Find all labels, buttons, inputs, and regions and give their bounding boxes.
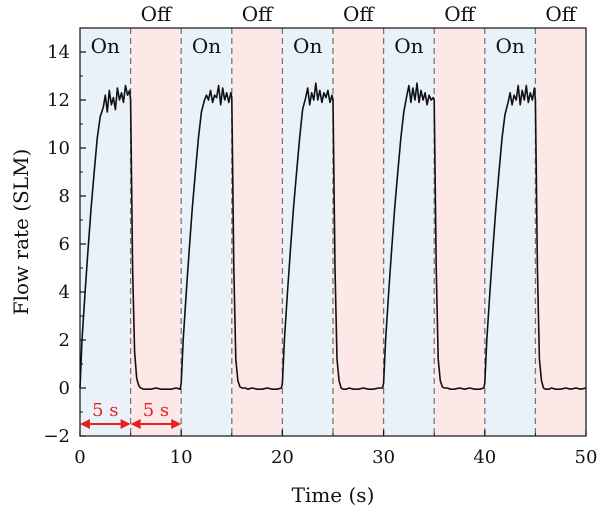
phase-label-0: On <box>91 34 120 58</box>
phase-band-8 <box>484 28 536 436</box>
x-tick-label-4: 40 <box>473 447 496 468</box>
x-axis-ticks: 0 10 20 30 40 50 <box>74 430 597 468</box>
y-tick-label-3: 4 <box>59 282 70 303</box>
phase-label-9: Off <box>545 2 577 26</box>
phase-label-7: Off <box>444 2 476 26</box>
phase-bands <box>80 28 586 436</box>
y-tick-label-6: 10 <box>47 138 70 159</box>
y-tick-label-2: 2 <box>59 330 70 351</box>
phase-band-2 <box>181 28 232 436</box>
x-tick-label-5: 50 <box>575 447 598 468</box>
phase-band-7 <box>434 28 485 436</box>
span-annotations: 5 s 5 s <box>80 400 182 429</box>
y-tick-label-0: −2 <box>43 426 70 447</box>
y-tick-label-7: 12 <box>47 90 70 111</box>
flow-rate-line <box>79 82 587 390</box>
phase-labels: On Off On Off On Off On Off On Off <box>91 2 578 58</box>
y-tick-label-1: 0 <box>59 378 70 399</box>
x-tick-label-0: 0 <box>74 447 85 468</box>
x-tick-label-3: 30 <box>372 447 395 468</box>
y-tick-label-5: 8 <box>59 186 70 207</box>
y-axis-ticks: −2 0 2 4 6 8 10 12 14 <box>43 42 86 447</box>
phase-label-6: On <box>394 34 423 58</box>
phase-label-5: Off <box>343 2 375 26</box>
phase-band-3 <box>231 28 283 436</box>
span-annotation-0: 5 s <box>80 400 131 429</box>
x-axis-label: Time (s) <box>292 483 375 507</box>
phase-band-5 <box>333 28 384 436</box>
phase-band-9 <box>535 28 586 436</box>
span-annotation-label-1: 5 s <box>143 400 169 421</box>
x-tick-label-1: 10 <box>170 447 193 468</box>
phase-band-0 <box>80 28 131 436</box>
span-annotation-1: 5 s <box>130 400 182 429</box>
phase-label-2: On <box>192 34 221 58</box>
phase-label-8: On <box>495 34 524 58</box>
phase-label-4: On <box>293 34 322 58</box>
span-annotation-label-0: 5 s <box>92 400 118 421</box>
phase-band-1 <box>130 28 182 436</box>
x-tick-label-2: 20 <box>271 447 294 468</box>
phase-label-3: Off <box>242 2 274 26</box>
y-tick-label-8: 14 <box>47 42 70 63</box>
phase-label-1: Off <box>141 2 173 26</box>
y-axis-label: Flow rate (SLM) <box>9 149 33 316</box>
y-tick-label-4: 6 <box>59 234 70 255</box>
